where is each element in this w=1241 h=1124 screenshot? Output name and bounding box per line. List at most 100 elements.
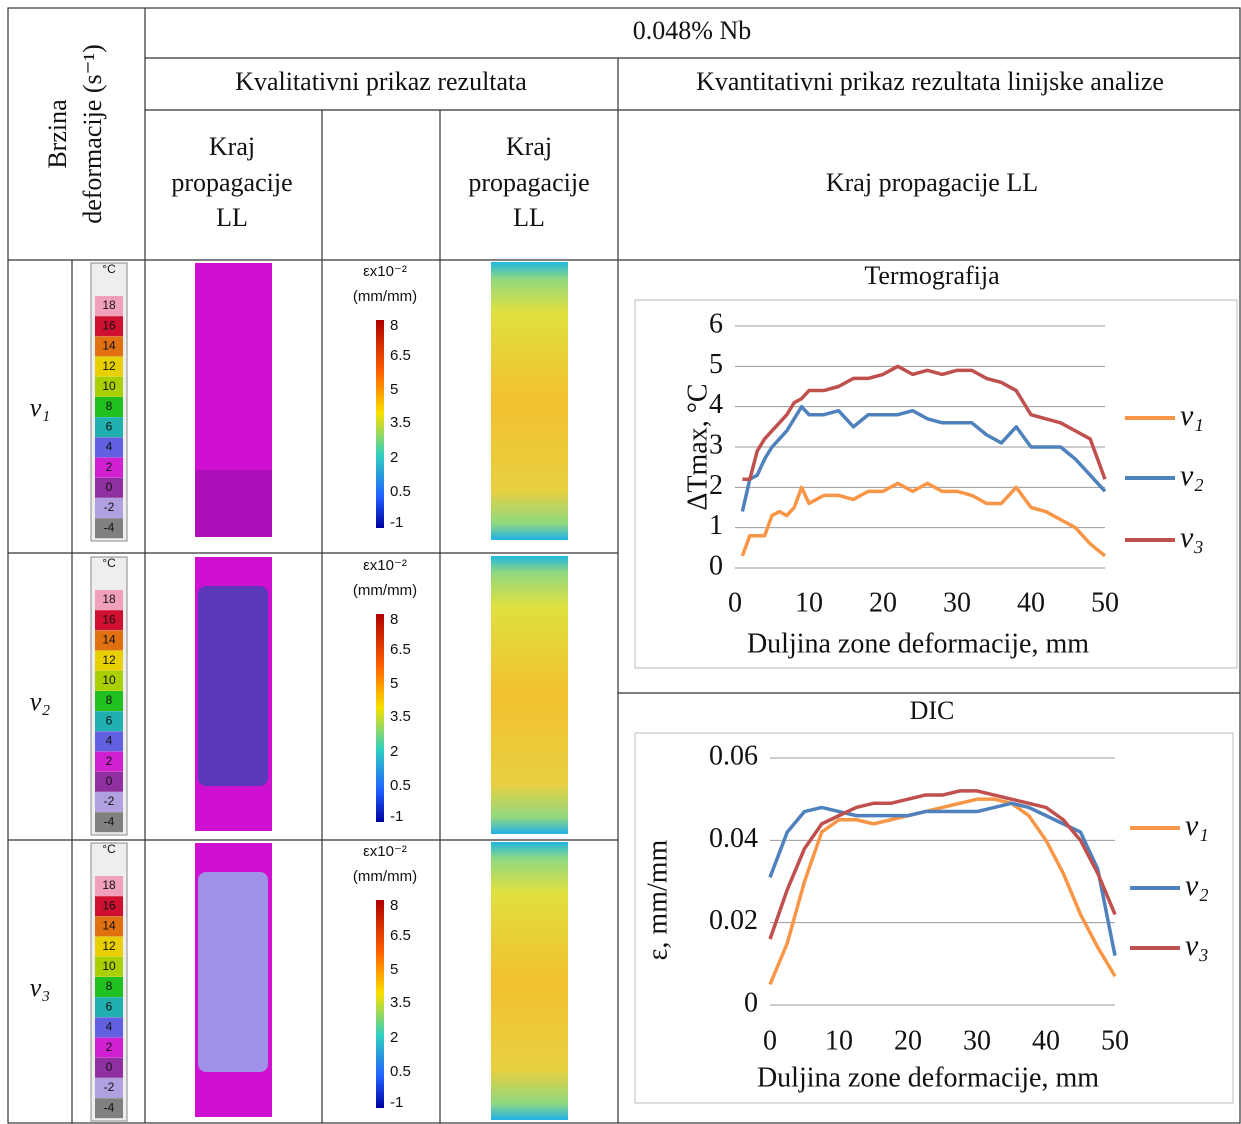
table-title: 0.048% Nb: [633, 16, 751, 45]
y-tick-label: 1: [709, 510, 723, 541]
scale-label: 2: [106, 1040, 113, 1054]
strain-scale: [376, 320, 384, 528]
scale-title: εx10⁻²: [363, 263, 407, 280]
column-header: Kraj propagacije LL: [826, 168, 1038, 197]
scale-label: 0.5: [390, 1063, 411, 1080]
scale-swatch: [95, 711, 123, 732]
chart-frame: [634, 732, 1234, 1104]
scale-label: 14: [102, 633, 116, 647]
column-header: Kraj: [506, 132, 552, 161]
scale-label: -1: [390, 808, 403, 825]
x-tick-label: 50: [1091, 587, 1119, 618]
row-label: v₁: [30, 393, 51, 422]
column-header: LL: [216, 203, 248, 232]
series-line: [742, 364, 1107, 482]
scale-swatch: [95, 751, 123, 772]
column-header: Kraj: [209, 132, 255, 161]
column-group: Kvantitativni prikaz rezultata linijske …: [696, 67, 1164, 96]
strain-image: [491, 556, 568, 834]
scale-swatch: [95, 336, 123, 357]
y-tick-label: 0: [744, 987, 758, 1018]
scale-label: 16: [102, 898, 116, 912]
scale-label: 12: [102, 653, 116, 667]
x-tick-label: 10: [825, 1025, 853, 1056]
x-tick-label: 20: [869, 587, 897, 618]
legend-label: v₂: [1185, 869, 1209, 902]
scale-label: -4: [104, 1100, 115, 1114]
thermal-zone: [195, 470, 272, 537]
row-label: v₂: [30, 687, 51, 716]
scale-swatch: [95, 812, 123, 833]
scale-label: 6.5: [390, 641, 411, 658]
scale-swatch: [95, 916, 123, 937]
scale-swatch: [95, 498, 123, 518]
scale-label: 6.5: [390, 927, 411, 944]
scale-label: 4: [106, 734, 113, 748]
scale-label: 14: [102, 339, 116, 353]
legend-label: v₃: [1185, 929, 1209, 962]
scale-label: 6: [106, 713, 113, 727]
x-tick-label: 0: [728, 587, 742, 618]
scale-swatch: [95, 610, 123, 631]
scale-label: 12: [102, 359, 116, 373]
scale-label: 16: [102, 612, 116, 626]
y-tick-label: 0.06: [709, 740, 758, 771]
y-tick-label: 4: [709, 389, 723, 420]
scale-label: -1: [390, 1094, 403, 1111]
y-tick-label: 5: [709, 349, 723, 380]
scale-swatch: [95, 691, 123, 711]
scale-swatch: [95, 518, 123, 539]
y-tick-label: 0.02: [709, 905, 758, 936]
scale-unit: (mm/mm): [353, 868, 417, 885]
scale-swatch: [95, 1078, 123, 1098]
scale-swatch: [95, 1098, 123, 1119]
scale-label: 3.5: [390, 994, 411, 1011]
table-grid: [7, 7, 1241, 1124]
scale-swatch: [95, 376, 123, 397]
scale-label: 0.5: [390, 483, 411, 500]
scale-label: 2: [106, 460, 113, 474]
column-header: propagacije: [171, 168, 292, 197]
scale-label: 6: [106, 419, 113, 433]
scale-label: 0: [106, 480, 113, 494]
legend-label: v₃: [1180, 521, 1204, 554]
thermal-zone: [198, 586, 268, 786]
scale-swatch: [95, 437, 123, 458]
legend-label: v₁: [1180, 399, 1204, 432]
x-tick-label: 50: [1101, 1025, 1129, 1056]
y-tick-label: 0.04: [709, 823, 758, 854]
scale-label: 18: [102, 878, 116, 892]
scale-label: 5: [390, 675, 398, 692]
scale-label: -2: [104, 794, 115, 808]
x-tick-label: 0: [763, 1025, 777, 1056]
x-tick-label: 10: [795, 587, 823, 618]
scale-label: 5: [390, 381, 398, 398]
scale-swatch: [95, 397, 123, 417]
scale-label: -2: [104, 1080, 115, 1094]
scale-label: 0.5: [390, 777, 411, 794]
column-header: propagacije: [468, 168, 589, 197]
scale-swatch: [95, 417, 123, 438]
scale-swatch: [95, 296, 123, 316]
legend-label: v₂: [1180, 459, 1204, 492]
chart-title: Termografija: [864, 261, 1000, 290]
scale-swatch: [95, 936, 123, 957]
scale-swatch: [95, 356, 123, 377]
scale-label: 2: [390, 743, 398, 760]
scale-swatch: [95, 1017, 123, 1038]
scale-label: 18: [102, 592, 116, 606]
scale-swatch: [95, 630, 123, 651]
scale-swatch: [95, 997, 123, 1018]
scale-unit: °C: [102, 262, 116, 276]
scale-unit: (mm/mm): [353, 288, 417, 305]
scale-unit: °C: [102, 842, 116, 856]
scale-label: 6: [106, 999, 113, 1013]
scale-swatch: [95, 316, 123, 337]
y-axis-label: ΔTmax, °C: [682, 383, 713, 510]
scale-swatch: [95, 876, 123, 896]
scale-label: 8: [390, 317, 398, 334]
scale-label: -1: [390, 514, 403, 531]
x-tick-label: 40: [1017, 587, 1045, 618]
scale-swatch: [95, 1037, 123, 1058]
